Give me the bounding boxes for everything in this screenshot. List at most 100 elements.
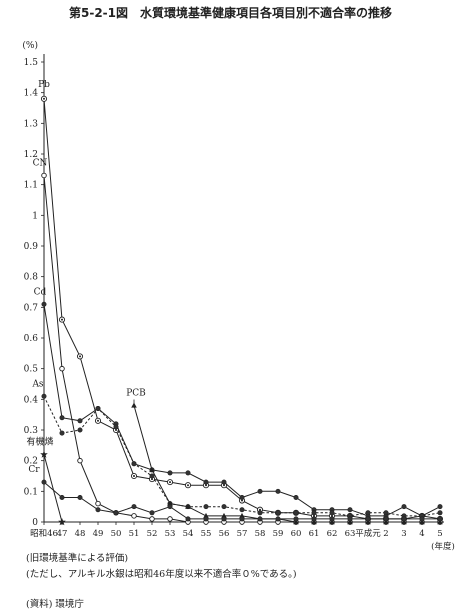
data-point-core: [115, 429, 117, 431]
data-point-core: [43, 97, 45, 100]
data-point: [41, 393, 47, 399]
data-point: [257, 488, 263, 494]
data-point-core: [313, 514, 315, 517]
data-point: [41, 479, 47, 485]
data-point: [311, 519, 317, 525]
data-point: [419, 516, 425, 522]
y-tick-label: 0.8: [24, 273, 39, 283]
data-point: [275, 510, 281, 516]
data-point: [131, 402, 137, 408]
y-tick-label: 0.9: [24, 242, 39, 252]
data-point: [347, 516, 353, 522]
series-label-PCB: PCB: [126, 388, 146, 398]
x-tick-label: 51: [129, 529, 140, 539]
data-point: [437, 516, 443, 522]
note-alkyl-mercury: (ただし、アルキル水銀は昭和46年度以来不適合率０%である。): [26, 569, 297, 580]
series-line-Pb: [43, 98, 441, 520]
x-tick-label: 5: [437, 529, 442, 539]
y-tick-label: 0.6: [24, 334, 39, 344]
y-tick-label: 0: [32, 518, 38, 528]
x-tick-label: 59: [273, 529, 284, 539]
data-point: [239, 507, 245, 513]
series-label-有機燐: 有機燐: [26, 436, 53, 448]
data-point: [167, 504, 173, 510]
data-point: [293, 510, 299, 516]
y-tick-label: 0.2: [24, 457, 38, 467]
data-point: [131, 504, 137, 510]
data-point: [383, 516, 389, 522]
series-label-CN: CN: [33, 158, 48, 168]
data-point: [113, 424, 119, 430]
data-point-core: [205, 484, 207, 487]
data-point-core: [259, 508, 261, 511]
data-point: [401, 519, 407, 525]
y-axis-unit-label: (%): [22, 40, 38, 51]
y-tick-label: 1.2: [24, 150, 38, 160]
data-point: [203, 504, 209, 510]
y-tick-label: 0.3: [24, 426, 39, 436]
data-point: [329, 516, 335, 522]
data-point: [203, 479, 209, 485]
data-point: [383, 510, 389, 516]
x-tick-label: 53: [165, 529, 176, 539]
data-point-core: [61, 318, 63, 321]
data-point: [59, 415, 65, 421]
data-point: [257, 516, 263, 522]
data-point: [401, 504, 407, 510]
y-tick-label: 0.1: [24, 487, 38, 497]
series-label-Pb: Pb: [38, 80, 50, 90]
chart-series: [40, 95, 444, 526]
data-point-core: [151, 478, 153, 481]
data-point: [95, 507, 101, 513]
data-point: [185, 503, 191, 509]
data-point: [311, 516, 317, 522]
series-label-As: As: [31, 379, 43, 389]
data-point: [41, 172, 47, 179]
x-tick-label: 昭和46: [30, 529, 58, 539]
y-tick-label: 1.1: [24, 181, 38, 191]
data-point: [185, 470, 191, 476]
x-tick-label: 平成元: [355, 528, 381, 539]
x-tick-label: 63: [345, 529, 356, 539]
x-axis-unit-label: (年度): [431, 541, 455, 552]
x-tick-label: 62: [327, 529, 338, 539]
data-point: [113, 510, 119, 516]
data-point: [149, 473, 155, 479]
data-point: [239, 516, 245, 522]
data-point: [221, 504, 227, 510]
y-tick-label: 1: [32, 211, 38, 221]
data-point: [437, 504, 443, 510]
series-line-PCB: [133, 405, 440, 523]
data-point: [293, 516, 299, 522]
y-tick-label: 1.5: [24, 58, 39, 68]
data-point: [329, 519, 335, 525]
data-point: [437, 510, 443, 516]
data-point: [419, 519, 425, 525]
data-point: [365, 519, 371, 525]
data-point: [347, 507, 353, 513]
data-point: [203, 516, 209, 522]
data-point: [365, 510, 371, 516]
y-tick-label: 0.7: [24, 303, 39, 313]
data-point-core: [223, 484, 225, 487]
data-point: [221, 479, 227, 485]
y-tick-label: 1.3: [24, 119, 39, 129]
y-tick-label: 1.4: [24, 89, 39, 99]
x-tick-label: 52: [147, 529, 158, 539]
data-point-core: [187, 484, 189, 487]
data-point: [347, 519, 353, 525]
chart-axes: 0 0.1 0.2 0.3 0.4 0.5 0.6 0.7 0.8 0.9 1 1.1 1.2 1.3 1.…: [22, 40, 454, 552]
data-point: [383, 519, 389, 525]
chart-title: 第5-2-1図 水質環境基準健康項目各項目別不適合率の推移: [68, 6, 392, 20]
data-point: [167, 470, 173, 476]
data-point: [131, 513, 137, 519]
x-tick-label: 55: [201, 529, 212, 539]
series-line-有機燐: [43, 454, 63, 523]
chart-series-labels: Pb CN Cd As PCB 有機燐 Cr: [26, 80, 146, 475]
series-line-CN: [43, 175, 440, 523]
data-point-core: [241, 499, 243, 502]
x-tick-label: 47: [57, 529, 68, 539]
data-point: [77, 457, 83, 464]
data-point: [311, 510, 317, 516]
data-point: [275, 488, 281, 494]
